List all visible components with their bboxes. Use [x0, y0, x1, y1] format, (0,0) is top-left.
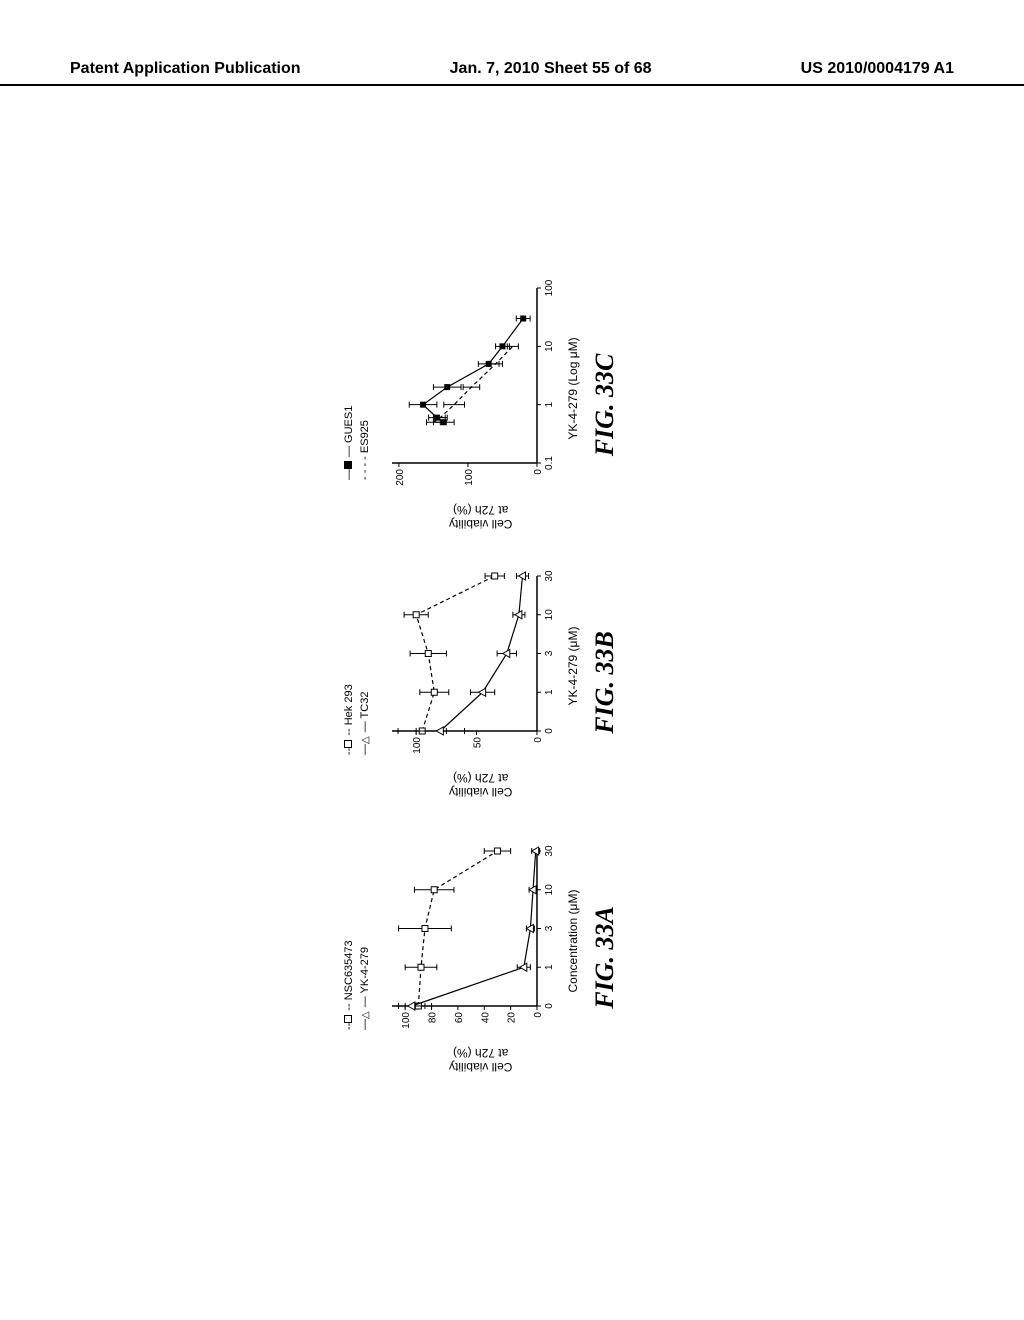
svg-text:20: 20 — [506, 1012, 517, 1024]
svg-text:50: 50 — [472, 737, 483, 749]
svg-text:30: 30 — [544, 845, 555, 857]
svg-text:0: 0 — [544, 1003, 555, 1009]
svg-text:40: 40 — [480, 1012, 491, 1024]
legend-item: —△— YK-4-279 — [357, 940, 374, 1030]
xlabel-c: YK-4-279 (Log μM) — [566, 337, 580, 439]
svg-text:30: 30 — [544, 570, 555, 582]
chart-a-wrap: Cell viabilityat 72h (%) 0 20 40 60 80 100 0 1 3… — [382, 841, 580, 1074]
fig-label-b: FIG. 33B — [590, 631, 620, 734]
svg-text:10: 10 — [544, 341, 555, 353]
svg-text:0: 0 — [533, 469, 544, 475]
chart-c: 0 100 200 0.1 1 10 100 — [382, 279, 562, 499]
svg-text:10: 10 — [544, 609, 555, 621]
panel-c: —— GUES1 - - - - ES925 Cell viabilityat … — [341, 280, 620, 530]
legend-item: —— GUES1 — [341, 406, 358, 480]
legend-item: ---- Hek 293 — [341, 684, 358, 755]
svg-text:100: 100 — [412, 737, 423, 754]
chart-c-wrap: Cell viabilityat 72h (%) 0 100 200 0.1 1 10 10… — [382, 279, 580, 532]
svg-text:1: 1 — [544, 964, 555, 970]
ylabel-b: Cell viabilityat 72h (%) — [449, 771, 512, 799]
svg-text:100: 100 — [544, 280, 555, 297]
svg-text:60: 60 — [453, 1012, 464, 1024]
page-header: Patent Application Publication Jan. 7, 2… — [0, 60, 1024, 86]
xlabel-a: Concentration (μM) — [566, 890, 580, 993]
legend-a: ---- NSC635473 —△— YK-4-279 — [341, 940, 374, 1030]
svg-text:80: 80 — [427, 1012, 438, 1024]
ylabel-c: Cell viabilityat 72h (%) — [449, 504, 512, 532]
legend-item: —△— TC32 — [357, 684, 374, 755]
svg-text:0.1: 0.1 — [544, 456, 555, 470]
legend-item: - - - - ES925 — [357, 406, 374, 480]
xlabel-b: YK-4-279 (μM) — [566, 627, 580, 706]
legend-b: ---- Hek 293 —△— TC32 — [341, 684, 374, 755]
svg-text:100: 100 — [401, 1012, 412, 1029]
header-left: Patent Application Publication — [70, 60, 301, 78]
header-middle: Jan. 7, 2010 Sheet 55 of 68 — [450, 60, 652, 78]
chart-b: 0 50 100 0 1 3 10 30 — [382, 566, 562, 766]
panel-a: ---- NSC635473 —△— YK-4-279 Cell viabili… — [341, 835, 620, 1080]
svg-text:0: 0 — [533, 737, 544, 743]
svg-text:100: 100 — [463, 469, 474, 486]
legend-c: —— GUES1 - - - - ES925 — [341, 406, 374, 480]
svg-text:200: 200 — [394, 469, 405, 486]
svg-text:0: 0 — [533, 1012, 544, 1018]
ylabel-a: Cell viabilityat 72h (%) — [449, 1046, 512, 1074]
legend-item: ---- NSC635473 — [341, 940, 358, 1030]
figure-container: ---- NSC635473 —△— YK-4-279 Cell viabili… — [0, 280, 980, 1080]
fig-label-c: FIG. 33C — [590, 354, 620, 457]
svg-text:3: 3 — [544, 650, 555, 656]
svg-text:10: 10 — [544, 884, 555, 896]
panel-b: ---- Hek 293 —△— TC32 Cell viabilityat 7… — [341, 560, 620, 805]
chart-b-wrap: Cell viabilityat 72h (%) 0 50 100 0 1 3 10 30 Y… — [382, 566, 580, 799]
svg-text:0: 0 — [544, 728, 555, 734]
svg-text:1: 1 — [544, 689, 555, 695]
svg-text:1: 1 — [544, 402, 555, 408]
header-right: US 2010/0004179 A1 — [801, 60, 954, 78]
fig-label-a: FIG. 33A — [590, 906, 620, 1009]
svg-text:3: 3 — [544, 925, 555, 931]
panel-row: ---- NSC635473 —△— YK-4-279 Cell viabili… — [0, 280, 980, 1080]
chart-a: 0 20 40 60 80 100 0 1 3 10 30 — [382, 841, 562, 1041]
